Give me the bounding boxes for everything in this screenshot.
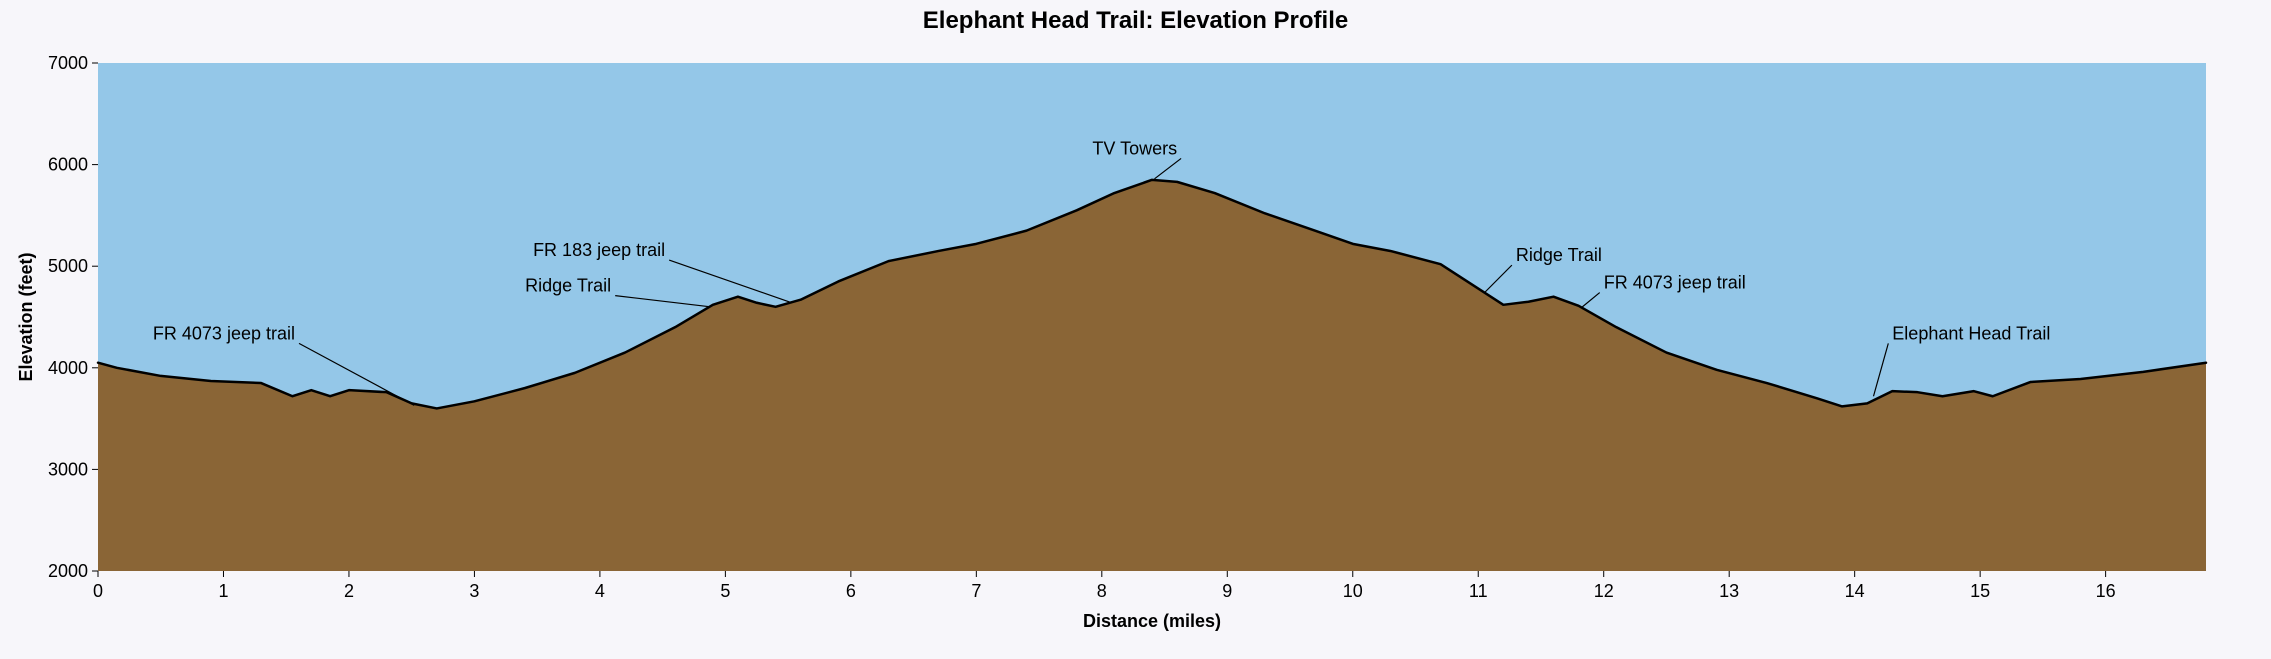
x-axis-label: Distance (miles): [1083, 611, 1221, 631]
x-tick-label: 4: [595, 581, 605, 601]
annotation-label: Ridge Trail: [1516, 245, 1602, 265]
y-tick-label: 2000: [48, 561, 88, 581]
x-tick-label: 3: [469, 581, 479, 601]
x-tick-label: 10: [1343, 581, 1363, 601]
annotation-label: FR 4073 jeep trail: [1604, 273, 1746, 293]
annotation-label: Elephant Head Trail: [1892, 323, 2050, 343]
chart-title: Elephant Head Trail: Elevation Profile: [923, 7, 1348, 34]
elevation-profile-chart: 0123456789101112131415162000300040005000…: [0, 0, 2271, 659]
annotation-label: FR 4073 jeep trail: [153, 323, 295, 343]
annotation-label: Ridge Trail: [525, 276, 611, 296]
y-tick-label: 5000: [48, 256, 88, 276]
x-tick-label: 8: [1097, 581, 1107, 601]
y-tick-label: 6000: [48, 155, 88, 175]
x-tick-label: 2: [344, 581, 354, 601]
y-axis-label: Elevation (feet): [16, 252, 36, 381]
x-tick-label: 13: [1719, 581, 1739, 601]
x-tick-label: 12: [1594, 581, 1614, 601]
y-tick-label: 3000: [48, 459, 88, 479]
chart-svg: 0123456789101112131415162000300040005000…: [0, 0, 2271, 659]
x-tick-label: 9: [1222, 581, 1232, 601]
x-tick-label: 5: [720, 581, 730, 601]
y-tick-label: 4000: [48, 358, 88, 378]
x-tick-label: 11: [1469, 581, 1488, 601]
y-tick-label: 7000: [48, 53, 88, 73]
x-tick-label: 16: [2096, 581, 2116, 601]
x-tick-label: 7: [971, 581, 981, 601]
annotation-label: FR 183 jeep trail: [533, 240, 665, 260]
annotation-label: TV Towers: [1092, 138, 1177, 158]
x-tick-label: 1: [218, 581, 228, 601]
x-tick-label: 6: [846, 581, 856, 601]
x-tick-label: 15: [1970, 581, 1990, 601]
x-tick-label: 14: [1845, 581, 1865, 601]
x-tick-label: 0: [93, 581, 103, 601]
